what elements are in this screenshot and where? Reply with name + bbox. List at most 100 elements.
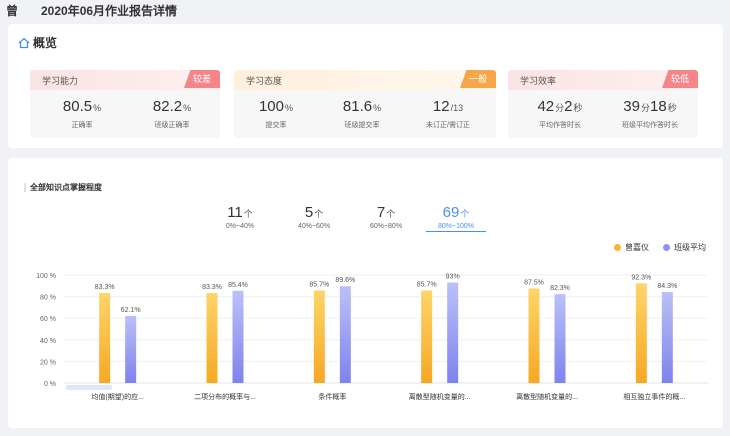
range-label: 40%~60% — [297, 223, 331, 230]
stat-unit: % — [285, 103, 294, 113]
range-unit: 个 — [460, 209, 470, 219]
stat-unit: % — [373, 103, 382, 113]
y-tick-label: 40 % — [40, 338, 56, 345]
range-unit: 个 — [243, 209, 253, 219]
stat-unit-2: 秒 — [667, 103, 677, 113]
y-tick-label: 100 % — [36, 273, 56, 280]
y-tick-label: 20 % — [40, 359, 56, 366]
stat-label: 未订正/需订正 — [426, 122, 470, 129]
stat-value: 81.6 — [342, 98, 373, 115]
bar-class — [125, 315, 137, 383]
range-filter-80-100[interactable]: 69个 80%~100% — [426, 204, 486, 232]
range-count: 11 — [227, 204, 243, 221]
overview-header: 概览 — [18, 34, 57, 51]
bar-class — [554, 294, 566, 383]
panel-header — [30, 70, 220, 90]
data-label: 62.1% — [121, 307, 141, 314]
range-label: 60%~80% — [369, 223, 403, 230]
stat-value: 12 — [432, 98, 450, 115]
stat-value: 42 — [537, 98, 555, 115]
stat-unit: 分 — [640, 103, 650, 113]
legend-label-class[interactable]: 班级平均 — [674, 243, 706, 252]
bar-student — [528, 288, 540, 383]
stat-unit: % — [93, 103, 102, 113]
y-tick-label: 60 % — [40, 316, 56, 323]
bar-student — [635, 283, 647, 383]
panel-header — [234, 70, 496, 90]
stat-label: 班级提交率 — [344, 122, 380, 129]
level-badge: 较低 — [662, 70, 698, 88]
x-tick-label: 均值(期望)的应... — [91, 392, 144, 401]
stat-label: 正确率 — [71, 122, 93, 129]
data-label: 85.7% — [309, 281, 329, 288]
panel-learning-efficiency: 学习效率 较低 42分2秒 平均作答时长 39分18秒 班级平均作答时长 — [508, 70, 698, 138]
bar-class — [447, 282, 459, 383]
y-tick-label: 80 % — [40, 295, 56, 302]
overview-title: 概览 — [33, 36, 58, 50]
level-badge: 较差 — [184, 70, 220, 88]
range-unit: 个 — [386, 209, 396, 219]
data-label: 89.6% — [335, 277, 355, 284]
panel-learning-ability: 学习能力 较差 80.5% 正确率 82.2% 班级正确率 — [30, 70, 220, 138]
legend: 曾嘉仪 班级平均 — [614, 242, 706, 253]
range-label: 0%~40% — [225, 223, 255, 230]
bar-chart: 0 % 20 % 40 % 60 % 80 % 100 % 83.3% 62.1% 均值(期望)… — [36, 273, 708, 401]
data-label: 82.3% — [550, 285, 570, 292]
panel-learning-attitude: 学习态度 一般 100% 提交率 81.6% 班级提交率 12/13 未订正/需… — [234, 70, 496, 138]
stat-label: 提交率 — [265, 122, 287, 129]
stat-unit: 分 — [555, 103, 565, 113]
stat-unit: /13 — [450, 103, 464, 113]
stat-correct-rate: 80.5% 正确率 — [42, 98, 122, 130]
range-count: 69 — [442, 204, 460, 221]
range-label: 80%~100% — [426, 223, 486, 232]
data-label: 92.3% — [631, 274, 651, 281]
panel-header — [508, 70, 698, 90]
legend-label-student[interactable]: 曾嘉仪 — [625, 243, 649, 252]
data-label: 84.3% — [657, 283, 677, 290]
bar-class — [232, 290, 244, 383]
page-title: 2020年06月作业报告详情 — [41, 4, 178, 18]
data-label: 87.5% — [524, 280, 544, 287]
data-label: 85.4% — [228, 282, 248, 289]
student-name: 曾 — [6, 4, 19, 18]
range-count: 7 — [376, 204, 386, 221]
range-filter-0-40[interactable]: 11个 0%~40% — [210, 204, 270, 230]
legend-swatch-class — [663, 244, 670, 251]
stat-uncorrected: 12/13 未订正/需订正 — [408, 98, 488, 130]
knowledge-title: 全部知识点掌握程度 — [24, 183, 102, 192]
range-filter-40-60[interactable]: 5个 40%~60% — [284, 204, 344, 230]
x-tick-label: 二项分布的概率与... — [194, 392, 256, 401]
stat-label: 班级正确率 — [154, 122, 190, 129]
knowledge-card: 全部知识点掌握程度 11个 0%~40% 5个 40%~60% 7个 60%~8… — [8, 158, 723, 428]
bar-student — [206, 293, 218, 383]
y-tick-label: 0 % — [44, 381, 56, 388]
panel-title: 学习能力 — [42, 76, 79, 86]
stat-value: 82.2 — [152, 98, 183, 115]
data-label: 93% — [446, 274, 460, 281]
legend-swatch-student — [614, 244, 621, 251]
x-tick-label: 相互独立事件的概... — [623, 392, 685, 401]
overview-card: 概览 学习能力 较差 80.5% 正确率 82.2% 班级正确率 学习态度 一般… — [8, 24, 723, 148]
bar-class — [661, 291, 673, 383]
range-filter-60-80[interactable]: 7个 60%~80% — [356, 204, 416, 230]
bar-student — [313, 290, 325, 383]
top-bar: 曾 2020年06月作业报告详情 — [0, 0, 730, 20]
x-tick-label: 条件概率 — [318, 392, 346, 401]
stat-avg-time: 42分2秒 平均作答时长 — [520, 98, 600, 130]
stat-value-2: 2 — [564, 98, 573, 115]
chart-scrollbar — [66, 385, 112, 390]
data-label: 83.3% — [202, 284, 222, 291]
range-count: 5 — [304, 204, 314, 221]
stat-value: 100 — [258, 98, 284, 115]
bar-student — [421, 290, 433, 383]
stat-label: 平均作答时长 — [539, 122, 581, 129]
panel-title: 学习效率 — [520, 76, 557, 86]
stat-unit: % — [183, 103, 192, 113]
data-label: 83.3% — [95, 284, 115, 291]
home-icon — [18, 37, 30, 48]
stat-submit-rate: 100% 提交率 — [236, 98, 316, 130]
bar-class — [339, 286, 351, 383]
panel-title: 学习态度 — [246, 76, 283, 86]
bar-student — [99, 293, 111, 383]
stat-class-submit-rate: 81.6% 班级提交率 — [322, 98, 402, 130]
